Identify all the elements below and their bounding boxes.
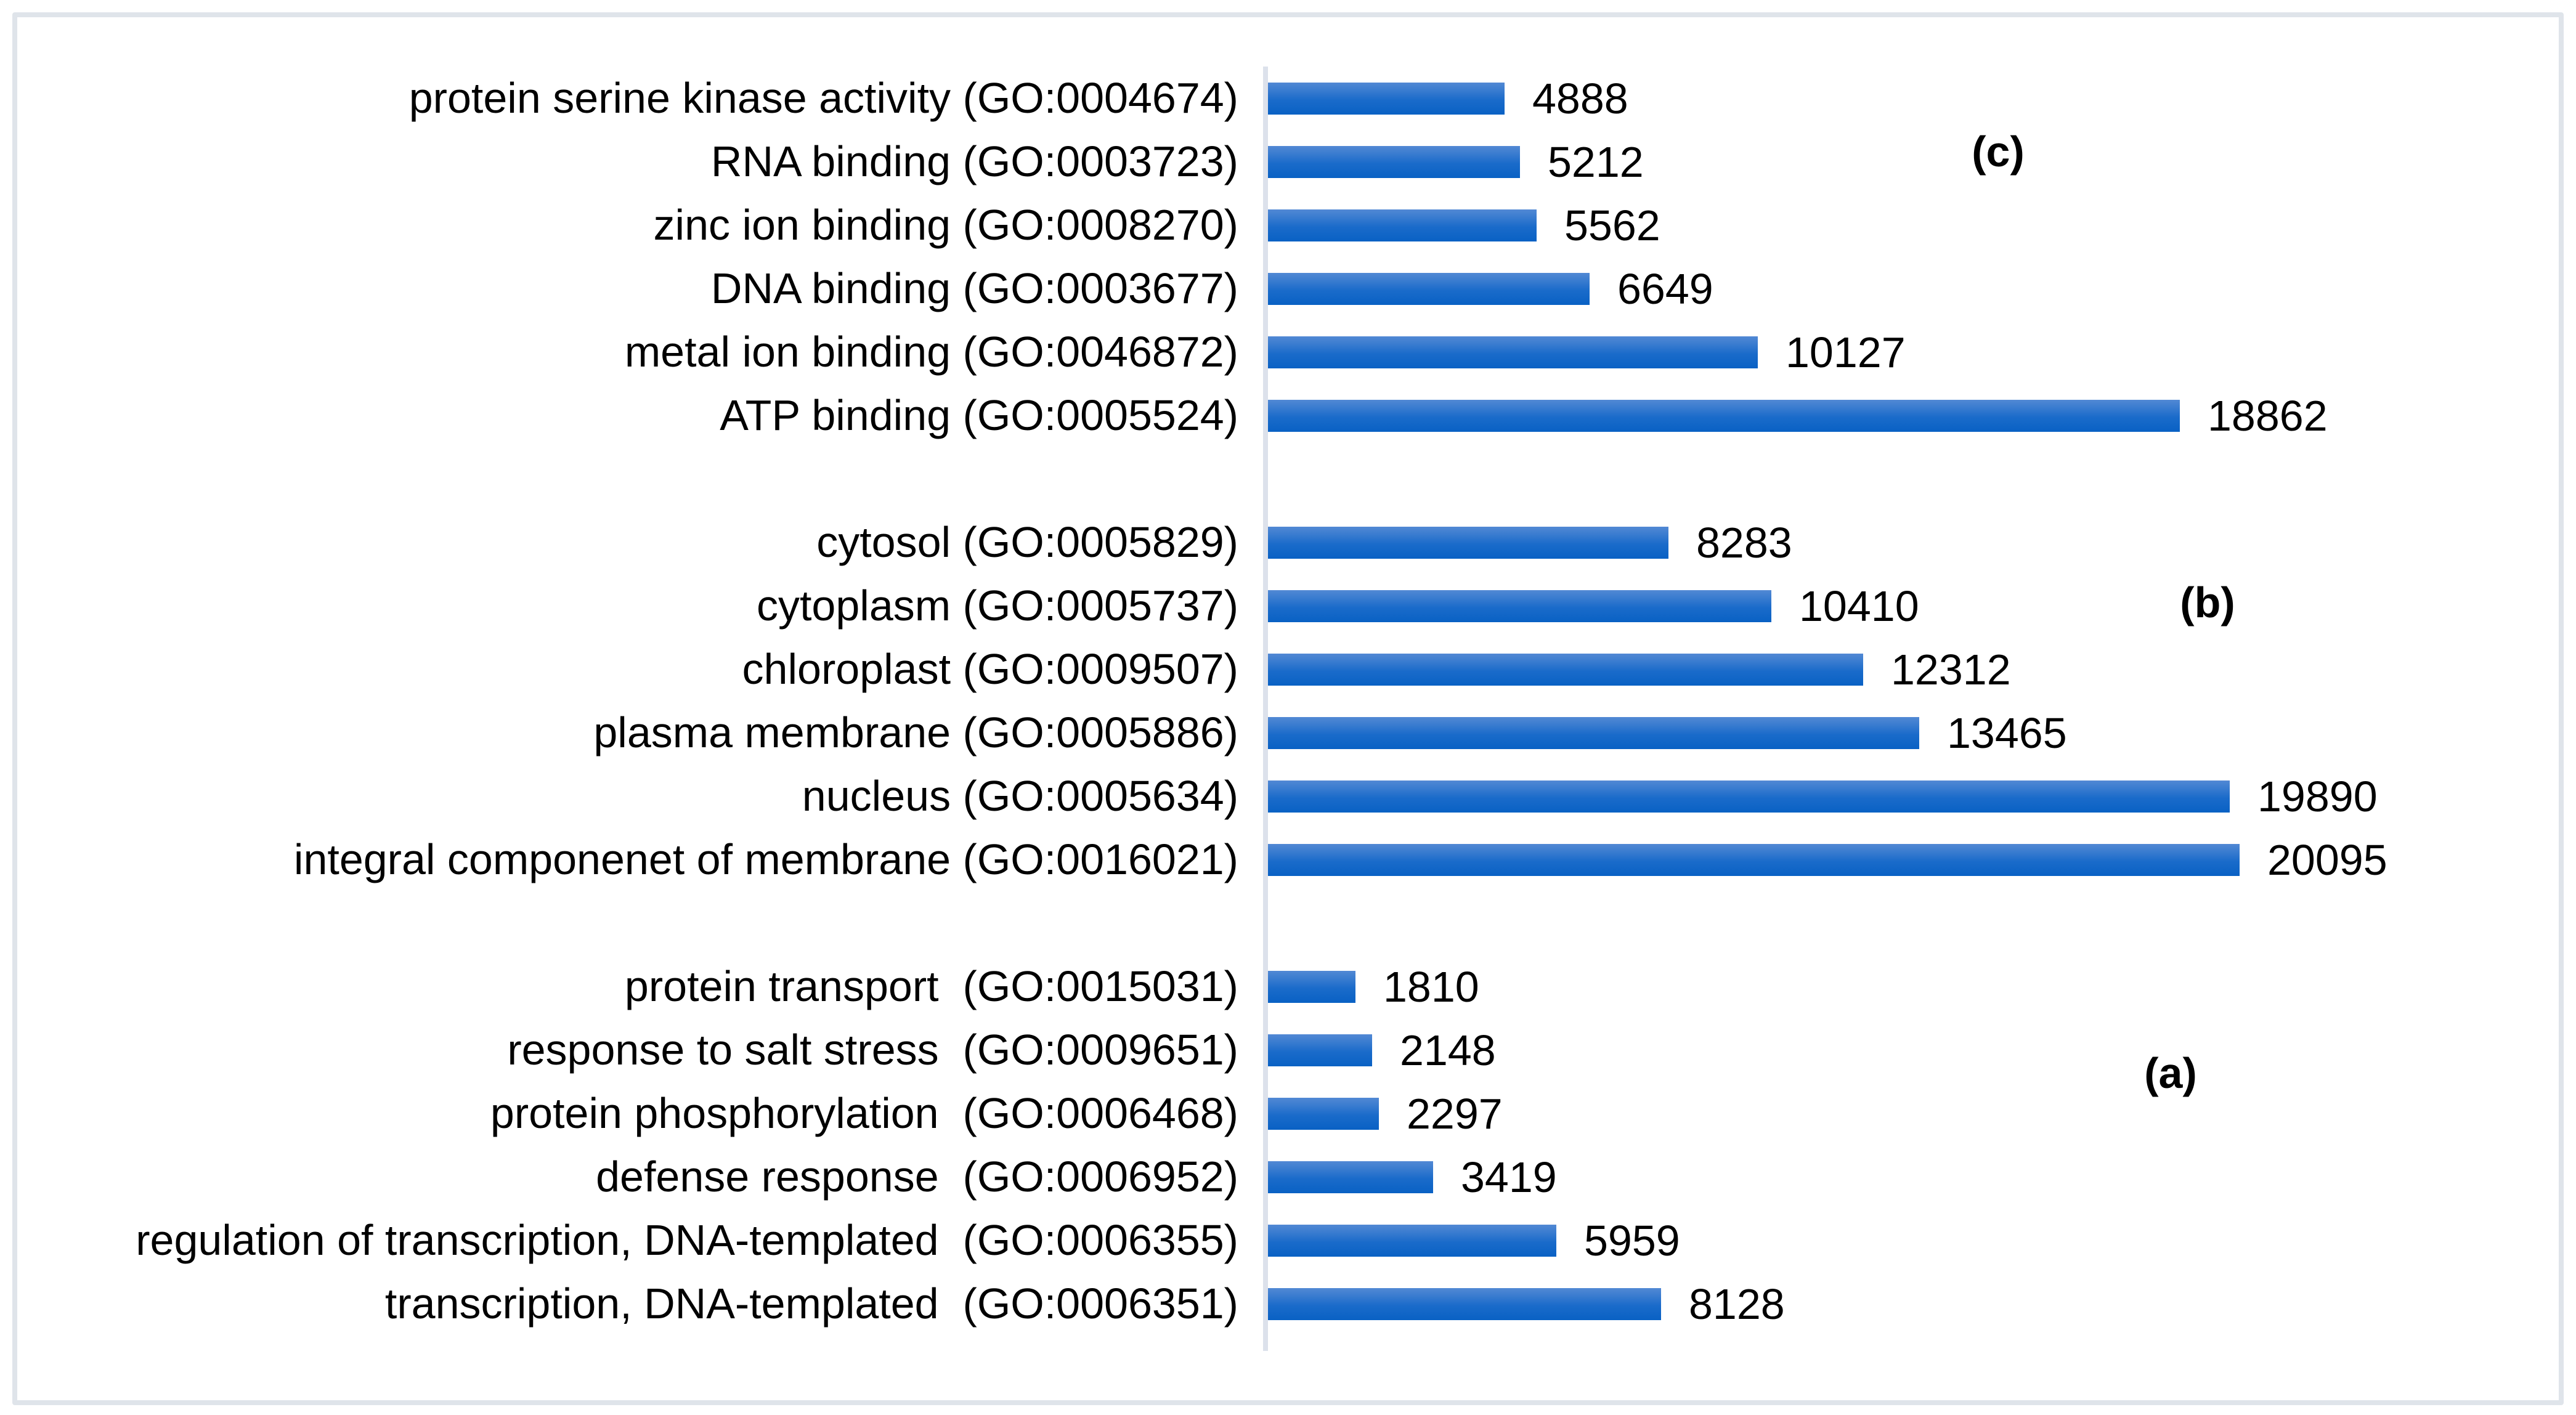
row-label: metal ion binding (GO:0046872) [624,328,1238,376]
value-label: 1810 [1383,962,1479,1011]
value-label: 10127 [1786,328,1906,376]
value-label: 13465 [1947,708,2067,757]
group-annotation-c: (c) [1972,128,2025,176]
value-label: 5562 [1564,201,1660,249]
row-label: DNA binding (GO:0003677) [710,264,1238,312]
value-label: 2148 [1400,1026,1496,1074]
bar [1268,970,1355,1003]
chart-row: response to salt stress (GO:0009651) 2148 [0,1018,2576,1082]
bar [1268,336,1758,368]
value-label: 12312 [1891,645,2011,694]
row-label: chloroplast (GO:0009507) [742,645,1238,693]
bar [1268,1287,1661,1320]
bar-chart: protein serine kinase activity (GO:00046… [0,67,2576,1336]
bar [1268,145,1520,178]
bar [1268,716,1919,749]
bar-group-c: protein serine kinase activity (GO:00046… [0,67,2576,447]
value-label: 8283 [1696,518,1792,567]
value-label: 18862 [2208,391,2328,440]
chart-row: protein serine kinase activity (GO:00046… [0,67,2576,130]
chart-row: defense response (GO:0006952) 3419 [0,1145,2576,1209]
chart-row: ATP binding (GO:0005524) 18862 [0,384,2576,447]
value-label: 3419 [1461,1153,1557,1201]
chart-row: nucleus (GO:0005634) 19890 [0,764,2576,828]
row-label: response to salt stress (GO:0009651) [507,1026,1238,1074]
chart-row: plasma membrane (GO:0005886) 13465 [0,701,2576,764]
chart-row: RNA binding (GO:0003723) 5212 [0,130,2576,193]
value-label: 2297 [1407,1089,1503,1138]
row-label: regulation of transcription, DNA-templat… [136,1216,1238,1264]
chart-row: metal ion binding (GO:0046872) 10127 [0,320,2576,384]
chart-row: cytosol (GO:0005829) 8283 [0,511,2576,574]
bar [1268,399,2180,432]
bar [1268,1097,1379,1130]
row-label: defense response (GO:0006952) [596,1153,1238,1201]
row-label: nucleus (GO:0005634) [802,772,1238,820]
bar [1268,653,1863,686]
bar [1268,1224,1556,1257]
group-annotation-a: (a) [2144,1049,2197,1097]
row-label: RNA binding (GO:0003723) [710,137,1238,185]
row-label: zinc ion binding (GO:0008270) [653,201,1238,249]
bar [1268,526,1668,559]
bar [1268,272,1590,305]
group-annotation-b: (b) [2180,578,2235,626]
chart-row: protein phosphorylation (GO:0006468) 2297 [0,1082,2576,1145]
row-label: integral componenet of membrane (GO:0016… [293,835,1238,883]
chart-row: cytoplasm (GO:0005737) 10410 [0,574,2576,638]
value-label: 10410 [1799,582,1919,630]
bar-group-a: protein transport (GO:0015031) 1810 respon… [0,955,2576,1336]
row-label: transcription, DNA-templated (GO:0006351… [384,1279,1238,1328]
row-label: ATP binding (GO:0005524) [720,391,1238,439]
chart-row: chloroplast (GO:0009507) 12312 [0,638,2576,701]
chart-row: regulation of transcription, DNA-templat… [0,1209,2576,1272]
row-label: cytoplasm (GO:0005737) [756,582,1238,630]
value-label: 19890 [2257,772,2378,821]
chart-row: DNA binding (GO:0003677) 6649 [0,257,2576,320]
value-label: 5212 [1548,137,1644,186]
chart-row: protein transport (GO:0015031) 1810 [0,955,2576,1018]
row-label: plasma membrane (GO:0005886) [593,708,1238,756]
bar [1268,590,1771,622]
value-label: 5959 [1584,1216,1680,1265]
bar [1268,1161,1433,1193]
bar [1268,209,1537,241]
value-label: 8128 [1689,1279,1785,1328]
bar [1268,1034,1372,1066]
row-label: cytosol (GO:0005829) [816,518,1238,566]
value-label: 4888 [1532,74,1628,123]
bar [1268,780,2230,813]
bar-group-b: cytosol (GO:0005829) 8283 cytoplasm (GO:00… [0,511,2576,891]
bar [1268,82,1505,115]
chart-row: transcription, DNA-templated (GO:0006351… [0,1272,2576,1336]
value-label: 6649 [1617,264,1713,313]
row-label: protein serine kinase activity (GO:00046… [408,74,1238,122]
chart-row: integral componenet of membrane (GO:0016… [0,828,2576,891]
value-axis-line [1263,67,1268,1351]
chart-row: zinc ion binding (GO:0008270) 5562 [0,193,2576,257]
value-label: 20095 [2267,835,2387,884]
row-label: protein phosphorylation (GO:0006468) [490,1089,1238,1137]
bar [1268,843,2240,876]
row-label: protein transport (GO:0015031) [624,962,1238,1010]
